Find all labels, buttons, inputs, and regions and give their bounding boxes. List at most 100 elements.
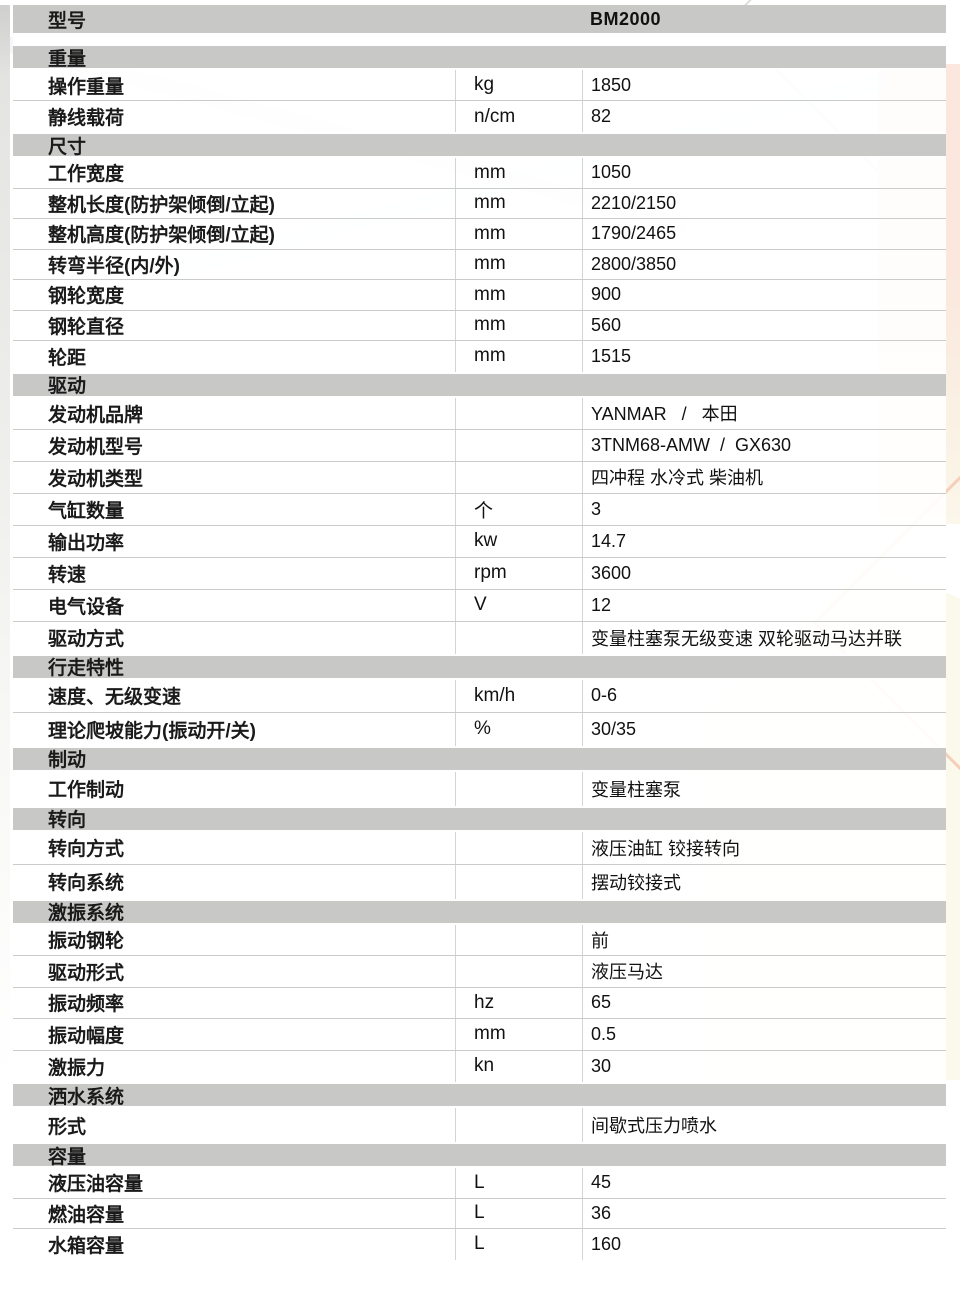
spec-label: 工作制动 [48, 780, 125, 801]
model-row: 型号 BM2000 [13, 5, 946, 33]
spec-value: 3TNM68-AMW / GX630 [582, 429, 946, 461]
section-header-0: 重量 [13, 44, 946, 70]
spec-value: 160 [582, 1229, 946, 1260]
spec-unit: hz [455, 987, 582, 1018]
spec-value: 1790/2465 [582, 219, 946, 249]
section-4: 制动 工作制动 变量柱塞泵 [13, 745, 946, 806]
spec-unit: mm [455, 280, 582, 310]
spec-unit: kg [455, 70, 582, 100]
section-header-8: 容量 [13, 1142, 946, 1168]
spec-value: 12 [582, 589, 946, 621]
spec-row: 燃油容量 L 36 [13, 1198, 946, 1229]
spec-row: 发动机品牌 YANMAR / 本田 [13, 397, 946, 430]
spec-row: 转向系统 摆动铰接式 [13, 865, 946, 899]
section-3: 行走特性 速度、无级变速 km/h 0-6 理论爬坡能力(振动开/关)% 30/35 [13, 653, 946, 746]
spec-value: 65 [582, 987, 946, 1018]
spec-unit [455, 429, 582, 461]
spec-unit: n/cm [455, 101, 582, 132]
spec-value: 摆动铰接式 [582, 865, 946, 899]
section-header-5: 转向 [13, 805, 946, 832]
spec-row: 钢轮直径 mm 560 [13, 310, 946, 341]
spec-value: 1850 [582, 70, 946, 100]
spec-row: 液压油容量 L 45 [13, 1168, 946, 1199]
spec-value: 900 [582, 280, 946, 310]
spec-unit [455, 621, 582, 654]
spec-value: YANMAR / 本田 [582, 397, 946, 429]
spec-label: 燃油容量 [48, 1204, 125, 1226]
spec-unit [455, 397, 582, 429]
spec-row: 操作重量 kg 1850 [13, 70, 946, 101]
spec-label: 驱动形式 [48, 962, 125, 984]
spec-unit: V [455, 589, 582, 621]
spec-label: 发动机类型 [48, 468, 144, 490]
spec-unit: mm [455, 249, 582, 279]
spec-label: 发动机品牌 [48, 404, 144, 426]
spec-row: 振动幅度 mm 0.5 [13, 1019, 946, 1051]
spec-label: 激振力 [48, 1057, 106, 1079]
spec-unit [455, 461, 582, 493]
spec-label: 工作宽度 [48, 164, 125, 186]
spec-value: 36 [582, 1198, 946, 1228]
spec-row: 振动钢轮 前 [13, 924, 946, 956]
spec-unit: L [455, 1229, 582, 1260]
spec-unit: kw [455, 525, 582, 557]
spec-row: 激振力 kn 30 [13, 1050, 946, 1082]
spec-row: 水箱容量 L 160 [13, 1229, 946, 1260]
spec-unit: % [455, 712, 582, 746]
spec-row: 振动频率 hz 65 [13, 987, 946, 1019]
section-7: 洒水系统形式 间歇式压力喷水 [13, 1082, 946, 1142]
section-2: 驱动 发动机品牌 YANMAR / 本田 发动机型号 3TNM68-AMW / GX63… [13, 371, 946, 654]
spec-label: 操作重量 [48, 76, 125, 98]
table-gap [13, 33, 946, 44]
spec-row: 转弯半径(内/外) mm 2800/3850 [13, 249, 946, 280]
spec-unit [455, 924, 582, 955]
spec-row: 工作宽度 mm 1050 [13, 158, 946, 189]
spec-value: 间歇式压力喷水 [582, 1108, 946, 1142]
spec-value: 液压马达 [582, 956, 946, 987]
spec-value: 3 [582, 493, 946, 525]
spec-row: 轮距 mm 1515 [13, 341, 946, 372]
spec-row: 形式 间歇式压力喷水 [13, 1108, 946, 1142]
spec-value: 45 [582, 1168, 946, 1198]
section-0: 重量操作重量 kg 1850 静线载荷 n/cm 82 [13, 44, 946, 132]
model-value: BM2000 [590, 8, 662, 29]
section-1: 尺寸 工作宽度 mm 1050 整机长度(防护架倾倒/立起) mm 2210/2150 整机高… [13, 132, 946, 372]
spec-unit [455, 1108, 582, 1142]
spec-row: 整机高度(防护架倾倒/立起) mm 1790/2465 [13, 219, 946, 250]
section-header-7: 洒水系统 [13, 1082, 946, 1108]
spec-label: 整机高度(防护架倾倒/立起) [48, 225, 275, 247]
spec-unit [455, 771, 582, 806]
spec-row: 输出功率 kw 14.7 [13, 525, 946, 558]
spec-value: 四冲程 水冷式 柴油机 [582, 461, 946, 493]
spec-row: 驱动方式 变量柱塞泵无级变速 双轮驱动马达并联 [13, 621, 946, 654]
spec-row: 速度、无级变速 km/h 0-6 [13, 679, 946, 713]
spec-row: 工作制动 变量柱塞泵 [13, 771, 946, 806]
spec-label: 驱动方式 [48, 629, 125, 650]
spec-row: 发动机型号 3TNM68-AMW / GX630 [13, 429, 946, 462]
spec-label: 钢轮直径 [48, 316, 125, 338]
model-label: 型号 [48, 10, 87, 32]
spec-value: 1050 [582, 158, 946, 188]
section-header-6: 激振系统 [13, 898, 946, 925]
spec-label: 钢轮宽度 [48, 286, 125, 308]
spec-label: 理论爬坡能力(振动开/关) [48, 720, 256, 742]
section-8: 容量 液压油容量 L 45 燃油容量 L 36 水箱容量 L 160 [13, 1142, 946, 1260]
spec-label: 振动幅度 [48, 1025, 125, 1047]
spec-unit [455, 956, 582, 987]
section-header-3: 行走特性 [13, 653, 946, 680]
spec-unit: mm [455, 219, 582, 249]
spec-label: 整机长度(防护架倾倒/立起) [48, 194, 275, 216]
section-header-4: 制动 [13, 745, 946, 772]
spec-label: 振动钢轮 [48, 931, 125, 953]
spec-label: 形式 [48, 1116, 87, 1138]
spec-value: 前 [582, 924, 946, 955]
spec-label: 电气设备 [48, 596, 125, 618]
spec-label: 转速 [48, 564, 87, 586]
spec-unit: km/h [455, 679, 582, 712]
spec-unit [455, 865, 582, 899]
spec-value: 82 [582, 101, 946, 132]
spec-value: 14.7 [582, 525, 946, 557]
spec-label: 静线载荷 [48, 108, 125, 129]
spec-unit: kn [455, 1050, 582, 1082]
